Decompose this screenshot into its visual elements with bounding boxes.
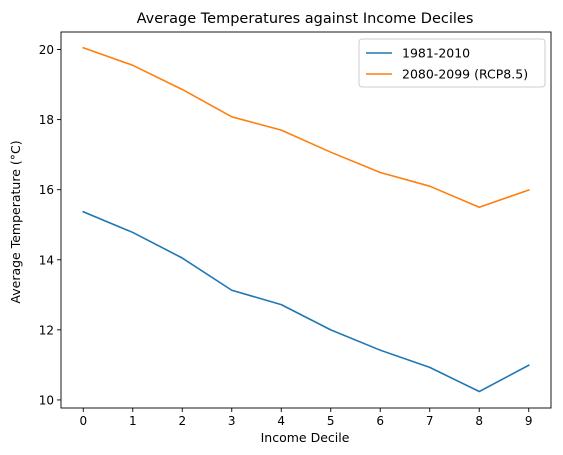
x-tick-label: 3 (228, 414, 236, 428)
legend: 1981-2010 2080-2099 (RCP8.5) (358, 38, 546, 88)
axes-frame (60, 31, 552, 409)
x-tick-label: 7 (426, 414, 434, 428)
legend-label: 2080-2099 (RCP8.5) (402, 67, 528, 82)
y-tick-label: 10 (39, 393, 54, 407)
y-tick-label: 18 (39, 113, 54, 127)
series-line-1 (82, 210, 530, 393)
x-tick-label: 4 (277, 414, 285, 428)
x-tick-label: 5 (327, 414, 335, 428)
x-tick-label: 0 (79, 414, 87, 428)
y-tick-label: 20 (39, 43, 54, 57)
x-tick-label: 2 (178, 414, 186, 428)
y-tick-label: 16 (39, 183, 54, 197)
x-tick-label: 1 (129, 414, 137, 428)
y-tick-label: 12 (39, 323, 54, 337)
y-axis-label: Average Temperature (°C) (8, 140, 23, 303)
legend-label: 1981-2010 (402, 46, 470, 61)
legend-box (358, 38, 546, 88)
x-axis-label: Income Decile (261, 430, 350, 445)
x-tick-label: 6 (376, 414, 384, 428)
y-tick-label: 14 (39, 253, 54, 267)
chart-title: Average Temperatures against Income Deci… (137, 11, 474, 27)
x-tick-label: 9 (525, 414, 533, 428)
series-line-2 (82, 46, 530, 209)
x-tick-label: 8 (475, 414, 483, 428)
